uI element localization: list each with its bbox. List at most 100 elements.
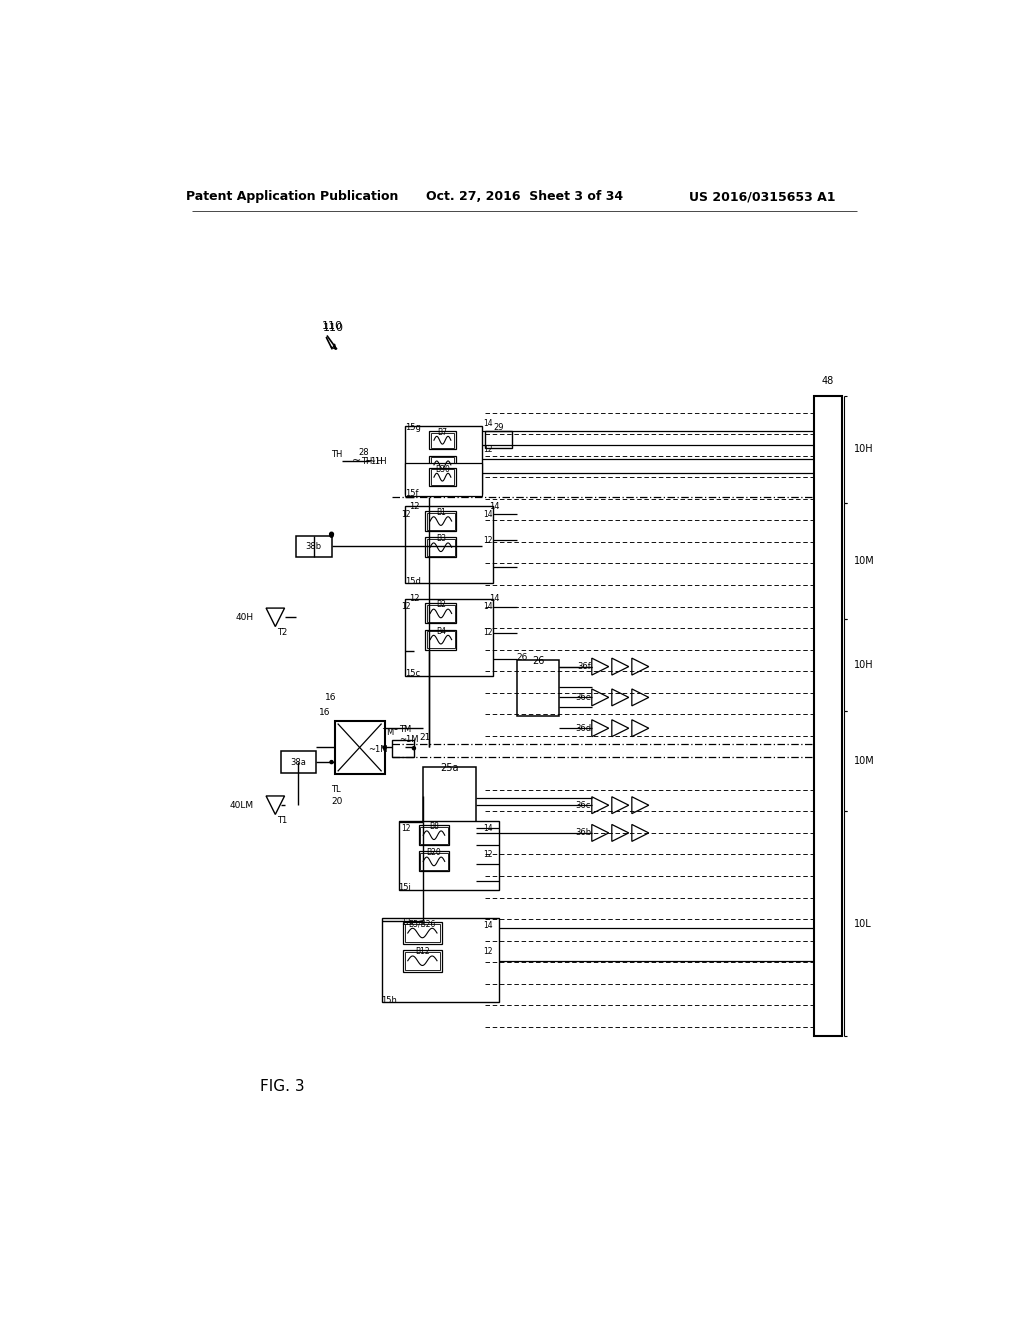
Text: T1: T1: [276, 816, 287, 825]
Text: B30: B30: [435, 465, 450, 474]
Text: 10H: 10H: [854, 445, 874, 454]
Bar: [420, 826, 447, 843]
Circle shape: [330, 760, 333, 763]
Text: 38b: 38b: [306, 543, 322, 550]
Text: 14: 14: [488, 502, 499, 511]
Text: B4: B4: [436, 627, 445, 635]
Bar: [404, 924, 440, 942]
Text: ~1M: ~1M: [399, 735, 419, 744]
Text: 10M: 10M: [854, 756, 876, 767]
Circle shape: [413, 747, 416, 750]
Bar: [431, 457, 454, 473]
Text: 36d: 36d: [574, 723, 591, 733]
Text: 12: 12: [401, 917, 411, 927]
Text: TL: TL: [332, 785, 341, 795]
Text: 12: 12: [401, 824, 411, 833]
Bar: [425, 537, 457, 557]
Text: 110: 110: [322, 321, 342, 331]
Text: 14: 14: [483, 510, 493, 519]
Text: B5/B26: B5/B26: [409, 919, 436, 928]
Text: TH: TH: [331, 450, 342, 459]
Text: 14: 14: [483, 824, 493, 833]
Bar: [429, 430, 456, 449]
Bar: [425, 630, 457, 649]
Text: 16: 16: [325, 693, 336, 702]
Bar: [431, 433, 454, 447]
Bar: [429, 455, 456, 474]
Bar: [427, 539, 455, 556]
Text: 48: 48: [822, 376, 835, 387]
Text: B2: B2: [436, 601, 445, 610]
Bar: [427, 512, 455, 529]
Bar: [296, 536, 332, 557]
Text: T2: T2: [276, 628, 287, 638]
Text: 28: 28: [358, 447, 370, 457]
Bar: [423, 767, 475, 825]
Bar: [425, 511, 457, 531]
Text: Oct. 27, 2016  Sheet 3 of 34: Oct. 27, 2016 Sheet 3 of 34: [426, 190, 624, 203]
Text: 40H: 40H: [236, 612, 254, 622]
Bar: [404, 952, 440, 970]
Bar: [419, 825, 450, 845]
Text: 14: 14: [488, 594, 499, 603]
Bar: [419, 851, 450, 871]
Bar: [427, 631, 455, 648]
Text: 40LM: 40LM: [229, 801, 254, 809]
Circle shape: [383, 746, 386, 748]
Text: B20: B20: [427, 849, 441, 857]
Text: 12: 12: [401, 602, 411, 611]
Bar: [420, 853, 447, 870]
Bar: [431, 470, 454, 484]
Text: 16: 16: [318, 709, 331, 717]
Bar: [392, 739, 414, 756]
Text: ~1M: ~1M: [368, 746, 387, 754]
Text: FIG. 3: FIG. 3: [260, 1078, 304, 1094]
Text: TH: TH: [360, 457, 372, 466]
Text: TM: TM: [382, 727, 394, 737]
Bar: [404, 426, 481, 494]
Bar: [403, 923, 441, 944]
Text: 12: 12: [483, 946, 493, 956]
Text: 15c: 15c: [404, 669, 420, 678]
Text: 15f: 15f: [404, 488, 418, 498]
Text: 26: 26: [532, 656, 545, 665]
Text: 12: 12: [483, 628, 493, 638]
Bar: [382, 917, 499, 1002]
Text: 14: 14: [483, 921, 493, 929]
Text: 21: 21: [419, 733, 431, 742]
Text: B12: B12: [415, 946, 430, 956]
Text: 12: 12: [410, 502, 420, 511]
Text: 38a: 38a: [291, 758, 306, 767]
Bar: [403, 950, 441, 972]
Text: ~1H: ~1H: [364, 457, 383, 466]
Text: 36e: 36e: [575, 693, 591, 702]
Bar: [429, 469, 456, 487]
Text: 29: 29: [494, 424, 504, 433]
Text: B1: B1: [436, 508, 445, 517]
Text: ~: ~: [390, 725, 399, 735]
Bar: [484, 430, 512, 447]
Text: 12: 12: [483, 445, 493, 454]
Text: 14: 14: [483, 418, 493, 428]
Text: 10L: 10L: [854, 919, 872, 929]
Text: 14: 14: [483, 602, 493, 611]
Text: 10M: 10M: [854, 556, 876, 566]
Bar: [425, 603, 457, 623]
Text: 15d: 15d: [404, 577, 421, 586]
Text: 12: 12: [483, 536, 493, 545]
Bar: [404, 599, 494, 676]
Text: 110: 110: [323, 323, 344, 333]
Text: 15g: 15g: [404, 422, 421, 432]
Text: 12: 12: [410, 594, 420, 603]
Text: 36b: 36b: [574, 829, 591, 837]
Circle shape: [330, 535, 333, 537]
Text: TM: TM: [399, 725, 412, 734]
Text: 12: 12: [483, 850, 493, 859]
Text: 26: 26: [516, 653, 527, 661]
Text: 10H: 10H: [854, 660, 874, 671]
Text: 20: 20: [332, 797, 343, 805]
Bar: [517, 660, 559, 715]
Text: 25a: 25a: [440, 763, 459, 772]
Circle shape: [330, 532, 334, 536]
Text: Patent Application Publication: Patent Application Publication: [186, 190, 398, 203]
